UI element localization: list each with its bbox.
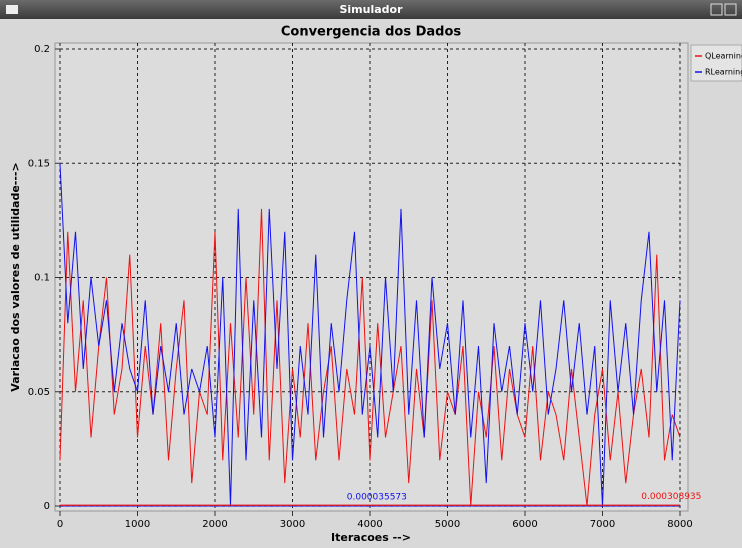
series-line bbox=[59, 163, 681, 507]
y-tick-label: 0 bbox=[44, 501, 50, 512]
x-tick-label: 8000 bbox=[667, 519, 692, 530]
window-icon bbox=[6, 5, 18, 14]
title-bar bbox=[0, 0, 742, 19]
chart-title: Convergencia dos Dados bbox=[281, 25, 462, 40]
legend-box bbox=[690, 44, 742, 82]
legend-label: QLearning bbox=[705, 52, 742, 61]
min-label: 0.000035573 bbox=[347, 492, 407, 502]
y-tick-label: 0.2 bbox=[34, 44, 50, 55]
x-tick-label: 2000 bbox=[202, 519, 227, 530]
x-tick-label: 3000 bbox=[280, 519, 305, 530]
window-title: Simulador bbox=[339, 3, 403, 16]
minimize-button[interactable] bbox=[710, 3, 723, 16]
x-tick-label: 7000 bbox=[590, 519, 615, 530]
x-tick-label: 5000 bbox=[435, 519, 460, 530]
legend-label: RLearning bbox=[705, 68, 742, 77]
y-tick-label: 0.1 bbox=[34, 273, 50, 284]
maximize-button[interactable] bbox=[724, 3, 737, 16]
min-label: 0.000308935 bbox=[641, 492, 701, 502]
y-tick-label: 0.15 bbox=[28, 158, 50, 169]
x-tick-label: 1000 bbox=[125, 519, 150, 530]
x-tick-label: 4000 bbox=[357, 519, 382, 530]
y-tick-label: 0.05 bbox=[28, 387, 50, 398]
y-axis-label: Variacao dos valores de utilidade---> bbox=[9, 162, 22, 391]
x-axis-label: Iteracoes --> bbox=[331, 531, 411, 544]
series-line bbox=[59, 208, 681, 507]
x-tick-label: 0 bbox=[57, 519, 63, 530]
x-tick-label: 6000 bbox=[512, 519, 537, 530]
